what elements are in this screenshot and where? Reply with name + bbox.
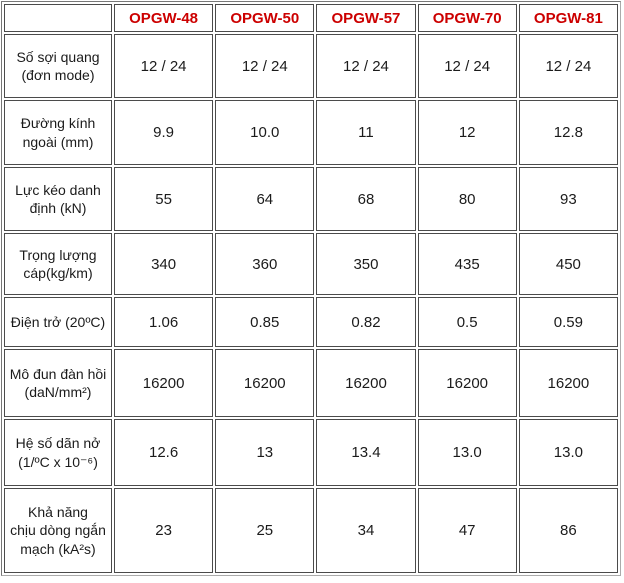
header-row: OPGW-48 OPGW-50 OPGW-57 OPGW-70 OPGW-81: [4, 4, 618, 32]
cell-value: 13.4: [316, 419, 416, 486]
cell-value: 11: [316, 100, 416, 165]
row-label: Đường kính ngoài (mm): [4, 100, 112, 165]
table-row-cable-weight: Trọng lượng cáp(kg/km) 340 360 350 435 4…: [4, 233, 618, 295]
cell-value: 13: [215, 419, 315, 486]
cell-value: 34: [316, 488, 416, 573]
cell-value: 55: [114, 167, 214, 231]
cell-value: 12.6: [114, 419, 214, 486]
cell-value: 360: [215, 233, 315, 295]
cell-value: 16200: [114, 349, 214, 417]
cell-value: 12.8: [518, 100, 618, 165]
table-row-resistance: Điện trở (20ºC) 1.06 0.85 0.82 0.5 0.59: [4, 297, 618, 347]
column-header-opgw-50: OPGW-50: [215, 4, 315, 32]
cell-value: 12 / 24: [114, 34, 214, 98]
table-row-fiber-count: Số sợi quang (đơn mode) 12 / 24 12 / 24 …: [4, 34, 618, 98]
cell-value: 16200: [316, 349, 416, 417]
row-label: Điện trở (20ºC): [4, 297, 112, 347]
column-header-opgw-57: OPGW-57: [316, 4, 416, 32]
cell-value: 23: [114, 488, 214, 573]
cell-value: 64: [215, 167, 315, 231]
row-label: Mô đun đàn hồi (daN/mm²): [4, 349, 112, 417]
cell-value: 9.9: [114, 100, 214, 165]
column-header-opgw-70: OPGW-70: [417, 4, 517, 32]
cell-value: 25: [215, 488, 315, 573]
cell-value: 350: [316, 233, 416, 295]
cell-value: 0.85: [215, 297, 315, 347]
cell-value: 340: [114, 233, 214, 295]
cell-value: 68: [316, 167, 416, 231]
table-row-short-circuit-capacity: Khả năng chịu dòng ngắn mạch (kA²s) 23 2…: [4, 488, 618, 573]
corner-header-cell: [4, 4, 112, 32]
cell-value: 10.0: [215, 100, 315, 165]
row-label: Lực kéo danh định (kN): [4, 167, 112, 231]
cell-value: 93: [518, 167, 618, 231]
cell-value: 47: [417, 488, 517, 573]
cell-value: 0.5: [417, 297, 517, 347]
cell-value: 435: [417, 233, 517, 295]
cell-value: 13.0: [417, 419, 517, 486]
cell-value: 450: [518, 233, 618, 295]
row-label: Khả năng chịu dòng ngắn mạch (kA²s): [4, 488, 112, 573]
cell-value: 0.82: [316, 297, 416, 347]
cell-value: 12 / 24: [417, 34, 517, 98]
cell-value: 86: [518, 488, 618, 573]
opgw-spec-table: OPGW-48 OPGW-50 OPGW-57 OPGW-70 OPGW-81 …: [1, 1, 621, 576]
cell-value: 16200: [215, 349, 315, 417]
cell-value: 12 / 24: [518, 34, 618, 98]
table-row-expansion-coefficient: Hệ số dãn nở (1/ºC x 10⁻⁶) 12.6 13 13.4 …: [4, 419, 618, 486]
table-row-outer-diameter: Đường kính ngoài (mm) 9.9 10.0 11 12 12.…: [4, 100, 618, 165]
cell-value: 1.06: [114, 297, 214, 347]
column-header-opgw-81: OPGW-81: [518, 4, 618, 32]
cell-value: 12: [417, 100, 517, 165]
row-label: Hệ số dãn nở (1/ºC x 10⁻⁶): [4, 419, 112, 486]
table-row-rated-tensile: Lực kéo danh định (kN) 55 64 68 80 93: [4, 167, 618, 231]
row-label: Số sợi quang (đơn mode): [4, 34, 112, 98]
cell-value: 16200: [518, 349, 618, 417]
cell-value: 0.59: [518, 297, 618, 347]
cell-value: 12 / 24: [316, 34, 416, 98]
cell-value: 80: [417, 167, 517, 231]
row-label: Trọng lượng cáp(kg/km): [4, 233, 112, 295]
cell-value: 12 / 24: [215, 34, 315, 98]
cell-value: 16200: [417, 349, 517, 417]
column-header-opgw-48: OPGW-48: [114, 4, 214, 32]
table-row-elastic-modulus: Mô đun đàn hồi (daN/mm²) 16200 16200 162…: [4, 349, 618, 417]
cell-value: 13.0: [518, 419, 618, 486]
